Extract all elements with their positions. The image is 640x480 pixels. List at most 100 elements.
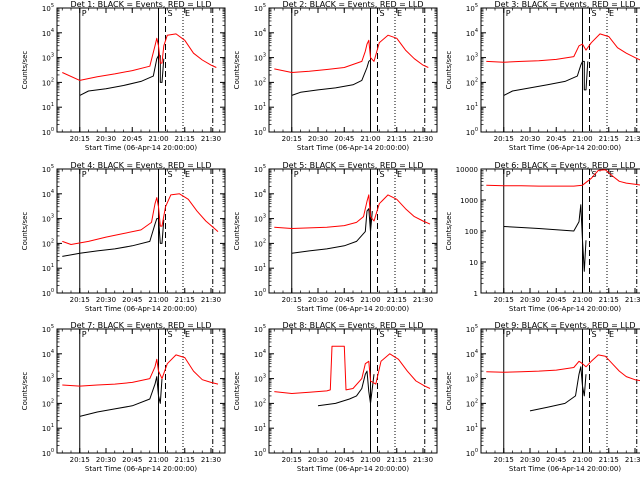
x-tick-label: 21:15: [387, 296, 407, 304]
x-tick-label: 20:45: [546, 296, 566, 304]
x-tick-label: 21:15: [175, 135, 195, 143]
event-marker-label: S: [592, 9, 597, 18]
x-tick-label: 20:15: [70, 135, 90, 143]
y-tick-label: 100: [42, 127, 54, 137]
series-red-line: [486, 33, 640, 63]
y-tick-label: 100: [465, 228, 478, 236]
y-axis-label: Counts/sec: [445, 212, 453, 251]
event-marker-label: S: [380, 170, 385, 179]
event-marker-label: P: [82, 9, 87, 18]
y-tick-label: 102: [42, 238, 54, 248]
x-tick-label: 21:15: [175, 296, 195, 304]
y-tick-label: 103: [254, 53, 266, 63]
series-black-line: [291, 208, 373, 254]
y-tick-label: 103: [466, 53, 478, 63]
series-black-line: [503, 204, 587, 272]
y-tick-label: 105: [466, 324, 478, 334]
x-tick-label: 20:45: [546, 456, 566, 464]
panel-det-1: Det 1: BLACK = Events, RED = LLD 100 101 10…: [21, 0, 226, 152]
y-tick-label: 102: [466, 398, 478, 408]
x-tick-label: 20:15: [70, 456, 90, 464]
panel-title: Det 6: BLACK = Events, RED = LLD: [495, 161, 636, 170]
x-tick-label: 21:00: [148, 296, 168, 304]
y-tick-label: 102: [254, 238, 266, 248]
series-black-line: [503, 60, 589, 96]
panel-det-3: Det 3: BLACK = Events, RED = LLD 100 101 10…: [445, 0, 640, 152]
event-marker-label: E: [609, 170, 614, 179]
y-tick-label: 103: [254, 374, 266, 384]
plot-frame: [56, 7, 226, 133]
y-tick-label: 104: [466, 349, 478, 359]
event-marker-label: P: [294, 170, 299, 179]
y-tick-label: 104: [254, 28, 266, 38]
x-tick-label: 21:00: [360, 296, 380, 304]
event-marker-label: S: [592, 330, 597, 339]
x-tick-label: 20:15: [494, 456, 514, 464]
series-red-line: [274, 345, 431, 394]
x-tick-label: 21:00: [572, 296, 592, 304]
x-axis-label: Start Time (06-Apr-14 20:00:00): [85, 465, 197, 473]
y-tick-label: 104: [254, 189, 266, 199]
y-tick-label: 102: [42, 398, 54, 408]
x-tick-label: 21:30: [201, 135, 221, 143]
event-marker-label: P: [294, 9, 299, 18]
y-tick-label: 103: [42, 53, 54, 63]
y-tick-label: 105: [466, 3, 478, 13]
y-tick-label: 10: [469, 259, 478, 267]
x-tick-label: 21:15: [599, 456, 619, 464]
panel-det-6: Det 6: BLACK = Events, RED = LLD 1 10 100 10…: [445, 161, 640, 313]
series-black-line: [62, 218, 165, 257]
y-tick-label: 104: [42, 189, 54, 199]
x-axis-label: Start Time (06-Apr-14 20:00:00): [297, 144, 409, 152]
plot-frame: [56, 328, 226, 454]
event-marker-label: S: [168, 9, 173, 18]
x-axis-label: Start Time (06-Apr-14 20:00:00): [85, 144, 197, 152]
panel-title: Det 2: BLACK = Events, RED = LLD: [283, 0, 424, 9]
y-tick-label: 100: [466, 127, 478, 137]
y-tick-label: 101: [254, 102, 266, 112]
x-tick-label: 21:30: [413, 296, 433, 304]
y-tick-label: 101: [466, 102, 478, 112]
x-tick-label: 20:45: [122, 135, 142, 143]
x-axis-label: Start Time (06-Apr-14 20:00:00): [85, 305, 197, 313]
x-tick-label: 21:30: [625, 135, 640, 143]
panel-det-2: Det 2: BLACK = Events, RED = LLD 100 101 10…: [233, 0, 438, 152]
event-marker-label: E: [185, 9, 190, 18]
x-tick-label: 20:30: [520, 135, 540, 143]
x-tick-label: 21:30: [413, 456, 433, 464]
series-black-line: [79, 376, 163, 417]
event-marker-label: E: [397, 330, 402, 339]
y-tick-label: 105: [42, 324, 54, 334]
x-tick-label: 20:15: [282, 456, 302, 464]
x-tick-label: 21:00: [360, 135, 380, 143]
panel-det-4: Det 4: BLACK = Events, RED = LLD 100 101 10…: [21, 161, 226, 313]
x-axis-label: Start Time (06-Apr-14 20:00:00): [297, 305, 409, 313]
event-marker-label: E: [609, 330, 614, 339]
y-tick-label: 1000: [460, 197, 478, 205]
panel-title: Det 4: BLACK = Events, RED = LLD: [71, 161, 212, 170]
x-axis-label: Start Time (06-Apr-14 20:00:00): [509, 465, 621, 473]
panel-title: Det 3: BLACK = Events, RED = LLD: [495, 0, 636, 9]
panel-title: Det 9: BLACK = Events, RED = LLD: [495, 321, 636, 330]
y-tick-label: 100: [254, 288, 266, 298]
plot-frame: [480, 328, 640, 454]
x-axis-label: Start Time (06-Apr-14 20:00:00): [509, 305, 621, 313]
series-black-line: [291, 59, 371, 96]
event-marker-label: S: [168, 170, 173, 179]
event-marker-label: E: [397, 9, 402, 18]
x-tick-label: 21:00: [572, 135, 592, 143]
y-tick-label: 101: [42, 102, 54, 112]
x-tick-label: 21:15: [387, 135, 407, 143]
y-tick-label: 102: [254, 398, 266, 408]
x-tick-label: 21:30: [201, 456, 221, 464]
x-tick-label: 21:30: [413, 135, 433, 143]
x-tick-label: 20:30: [308, 135, 328, 143]
series-red-line: [62, 33, 217, 81]
x-tick-label: 20:45: [334, 135, 354, 143]
panel-title: Det 1: BLACK = Events, RED = LLD: [71, 0, 212, 9]
y-tick-label: 105: [254, 324, 266, 334]
y-tick-label: 1: [474, 290, 478, 298]
x-axis-label: Start Time (06-Apr-14 20:00:00): [297, 465, 409, 473]
event-marker-label: S: [380, 9, 385, 18]
panel-title: Det 7: BLACK = Events, RED = LLD: [71, 321, 212, 330]
